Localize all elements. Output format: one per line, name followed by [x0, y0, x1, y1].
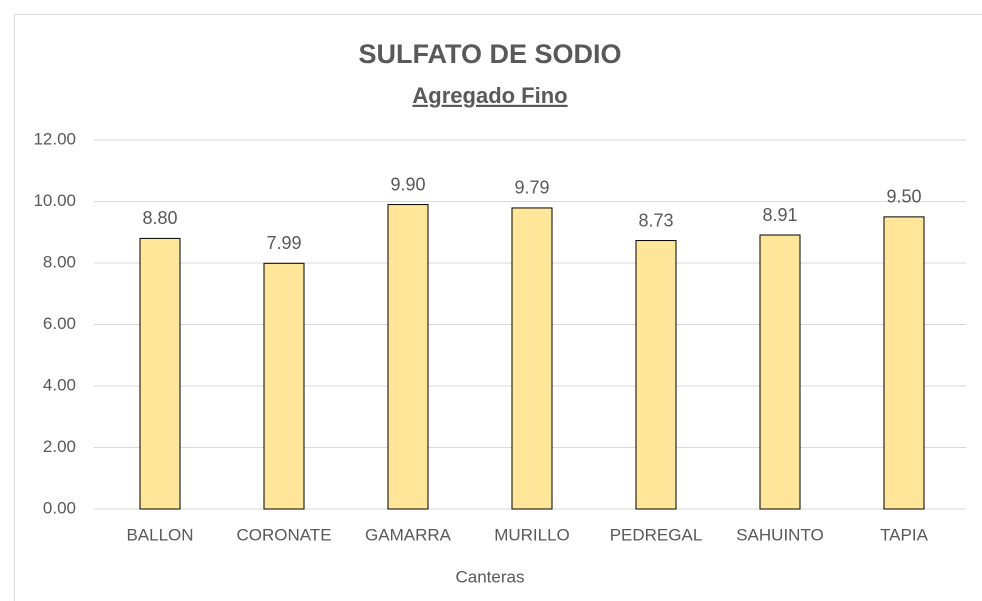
y-tick-label: 6.00 [43, 314, 76, 333]
data-label: 9.79 [514, 178, 549, 198]
y-tick-label: 8.00 [43, 252, 76, 271]
data-label: 8.80 [142, 208, 177, 228]
y-tick-label: 0.00 [43, 498, 76, 517]
bar [759, 234, 801, 510]
x-tick-label: SAHUINTO [736, 525, 824, 544]
y-tick-label: 10.00 [33, 191, 76, 210]
data-label: 8.91 [762, 205, 797, 225]
bar [511, 207, 553, 510]
x-tick-label: GAMARRA [365, 525, 452, 544]
data-label: 9.50 [886, 187, 921, 207]
y-tick-label: 2.00 [43, 437, 76, 456]
bar [635, 240, 677, 510]
bar [387, 204, 429, 510]
y-tick-label: 12.00 [33, 129, 76, 148]
bar [263, 262, 305, 510]
x-axis-label: Canteras [456, 567, 525, 586]
y-tick-label: 4.00 [43, 375, 76, 394]
x-tick-label: PEDREGAL [610, 525, 703, 544]
bar [883, 216, 925, 510]
chart-title: SULFATO DE SODIO [358, 39, 621, 69]
data-label: 7.99 [266, 233, 301, 253]
x-tick-label: TAPIA [880, 525, 929, 544]
x-tick-label: CORONATE [236, 525, 331, 544]
data-label: 9.90 [390, 174, 425, 194]
chart-subtitle: Agregado Fino [412, 83, 567, 108]
x-tick-label: MURILLO [494, 525, 570, 544]
x-tick-label: BALLON [126, 525, 193, 544]
bar [139, 237, 181, 510]
data-label: 8.73 [638, 210, 673, 230]
